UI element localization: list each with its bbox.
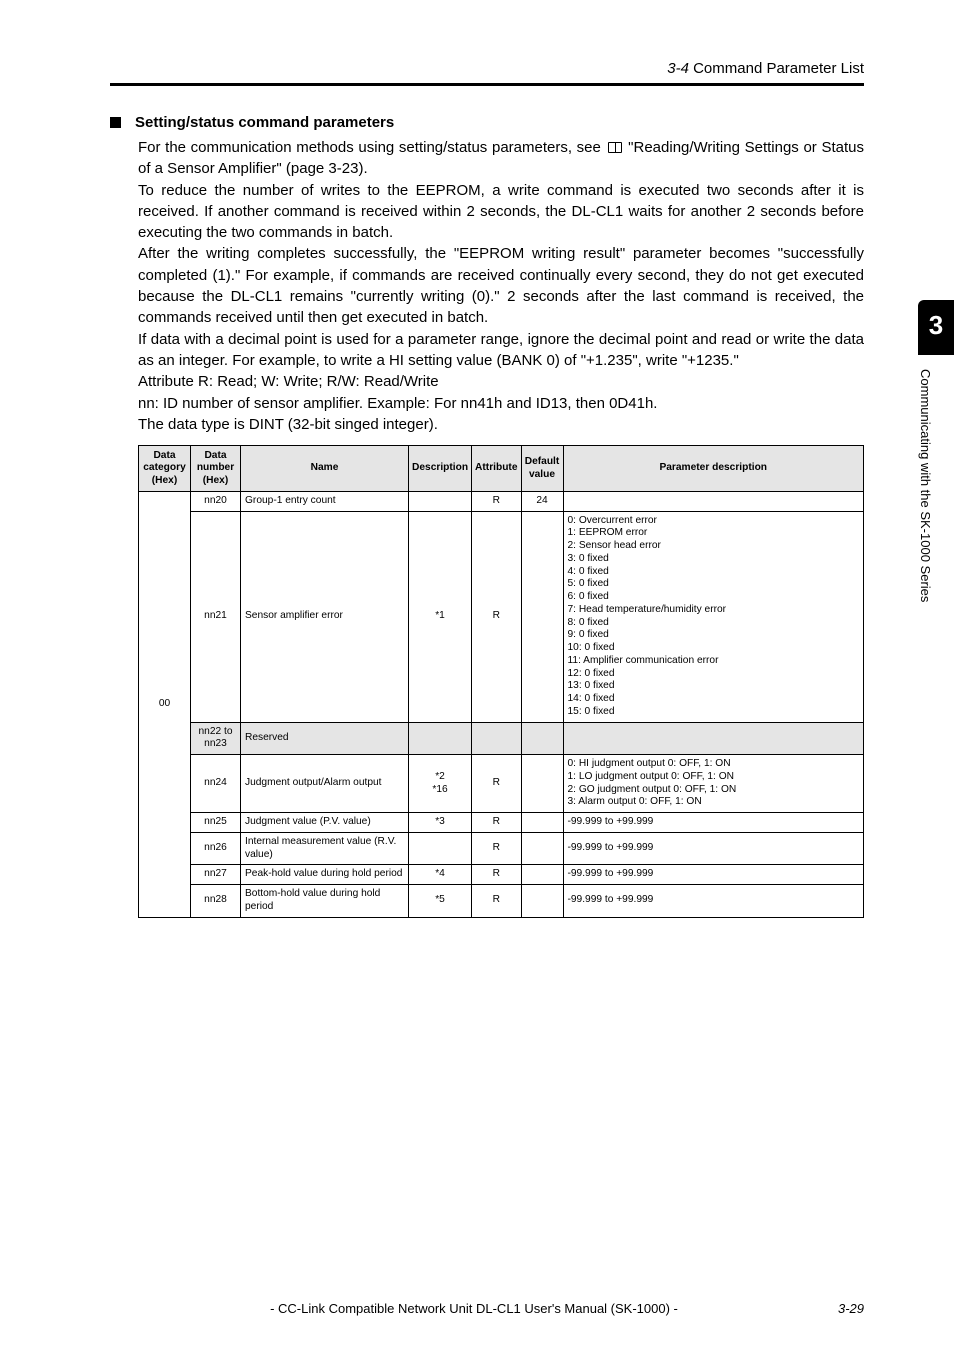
cell-description — [409, 722, 472, 755]
table-row: nn21Sensor amplifier error*1R0: Overcurr… — [139, 511, 864, 722]
cell-attribute: R — [472, 511, 521, 722]
cell-attribute: R — [472, 865, 521, 885]
header-section-ref: 3-4 — [667, 60, 689, 77]
cell-data-number: nn27 — [191, 865, 241, 885]
cell-name: Bottom-hold value during hold period — [241, 885, 409, 918]
cell-param-description — [563, 722, 864, 755]
cell-attribute: R — [472, 755, 521, 813]
paragraph-1a: For the communication methods using sett… — [138, 139, 606, 156]
cell-data-number: nn20 — [191, 491, 241, 511]
table-header-row: Data category (Hex) Data number (Hex) Na… — [139, 446, 864, 492]
cell-param-description: -99.999 to +99.999 — [563, 813, 864, 833]
header-section-title: Command Parameter List — [693, 60, 864, 77]
section-heading-text: Setting/status command parameters — [135, 114, 394, 131]
th-name: Name — [241, 446, 409, 492]
page-footer: - CC-Link Compatible Network Unit DL-CL1… — [110, 1301, 864, 1316]
cell-default — [521, 885, 563, 918]
cell-description: *4 — [409, 865, 472, 885]
cell-param-description: -99.999 to +99.999 — [563, 832, 864, 865]
cell-default — [521, 865, 563, 885]
cell-description: *2 *16 — [409, 755, 472, 813]
book-icon — [608, 142, 622, 153]
cell-name: Judgment output/Alarm output — [241, 755, 409, 813]
cell-attribute: R — [472, 491, 521, 511]
paragraph-1: For the communication methods using sett… — [138, 137, 864, 180]
th-default: Default value — [521, 446, 563, 492]
side-tab-text: Communicating with the SK-1000 Series — [918, 355, 942, 645]
cell-param-description: -99.999 to +99.999 — [563, 865, 864, 885]
cell-name: Reserved — [241, 722, 409, 755]
th-attribute: Attribute — [472, 446, 521, 492]
cell-param-description — [563, 491, 864, 511]
th-data-category: Data category (Hex) — [139, 446, 191, 492]
cell-data-number: nn22 to nn23 — [191, 722, 241, 755]
table-row: nn25Judgment value (P.V. value)*3R -99.99… — [139, 813, 864, 833]
cell-description: *1 — [409, 511, 472, 722]
paragraph-6: nn: ID number of sensor amplifier. Examp… — [138, 393, 864, 414]
cell-name: Sensor amplifier error — [241, 511, 409, 722]
section-heading: Setting/status command parameters — [110, 114, 864, 131]
cell-attribute: R — [472, 885, 521, 918]
page-header: 3-4 Command Parameter List — [110, 60, 864, 77]
th-description: Description — [409, 446, 472, 492]
footer-center: - CC-Link Compatible Network Unit DL-CL1… — [110, 1301, 838, 1316]
cell-data-number: nn21 — [191, 511, 241, 722]
cell-description: *3 — [409, 813, 472, 833]
cell-name: Internal measurement value (R.V. value) — [241, 832, 409, 865]
table-row: nn24Judgment output/Alarm output*2 *16R0… — [139, 755, 864, 813]
cell-data-number: nn25 — [191, 813, 241, 833]
bullet-square-icon — [110, 117, 121, 128]
parameter-table: Data category (Hex) Data number (Hex) Na… — [138, 445, 864, 917]
cell-default — [521, 722, 563, 755]
paragraph-7: The data type is DINT (32-bit singed int… — [138, 414, 864, 435]
table-row: 00nn20Group-1 entry countR24 — [139, 491, 864, 511]
th-param-desc: Parameter description — [563, 446, 864, 492]
cell-default — [521, 813, 563, 833]
cell-data-number: nn24 — [191, 755, 241, 813]
cell-data-number: nn26 — [191, 832, 241, 865]
footer-page-number: 3-29 — [838, 1301, 864, 1316]
side-tab-number: 3 — [918, 300, 954, 355]
paragraph-2: To reduce the number of writes to the EE… — [138, 180, 864, 244]
cell-description — [409, 491, 472, 511]
paragraph-3: After the writing completes successfully… — [138, 243, 864, 328]
paragraph-5: Attribute R: Read; W: Write; R/W: Read/W… — [138, 371, 864, 392]
cell-param-description: 0: HI judgment output 0: OFF, 1: ON 1: L… — [563, 755, 864, 813]
th-data-number: Data number (Hex) — [191, 446, 241, 492]
cell-description: *5 — [409, 885, 472, 918]
table-row: nn28Bottom-hold value during hold period… — [139, 885, 864, 918]
cell-attribute: R — [472, 813, 521, 833]
cell-default — [521, 511, 563, 722]
table-row: nn27Peak-hold value during hold period*4… — [139, 865, 864, 885]
cell-name: Group-1 entry count — [241, 491, 409, 511]
paragraph-4: If data with a decimal point is used for… — [138, 329, 864, 372]
cell-data-category: 00 — [139, 491, 191, 917]
cell-attribute — [472, 722, 521, 755]
cell-attribute: R — [472, 832, 521, 865]
cell-description — [409, 832, 472, 865]
cell-default — [521, 832, 563, 865]
cell-param-description: 0: Overcurrent error 1: EEPROM error 2: … — [563, 511, 864, 722]
side-tab: 3 Communicating with the SK-1000 Series — [918, 300, 954, 645]
table-row: nn22 to nn23Reserved — [139, 722, 864, 755]
table-row: nn26Internal measurement value (R.V. val… — [139, 832, 864, 865]
cell-name: Judgment value (P.V. value) — [241, 813, 409, 833]
cell-data-number: nn28 — [191, 885, 241, 918]
cell-default — [521, 755, 563, 813]
table-body: 00nn20Group-1 entry countR24nn21Sensor a… — [139, 491, 864, 917]
header-rule — [110, 83, 864, 86]
cell-name: Peak-hold value during hold period — [241, 865, 409, 885]
cell-param-description: -99.999 to +99.999 — [563, 885, 864, 918]
cell-default: 24 — [521, 491, 563, 511]
